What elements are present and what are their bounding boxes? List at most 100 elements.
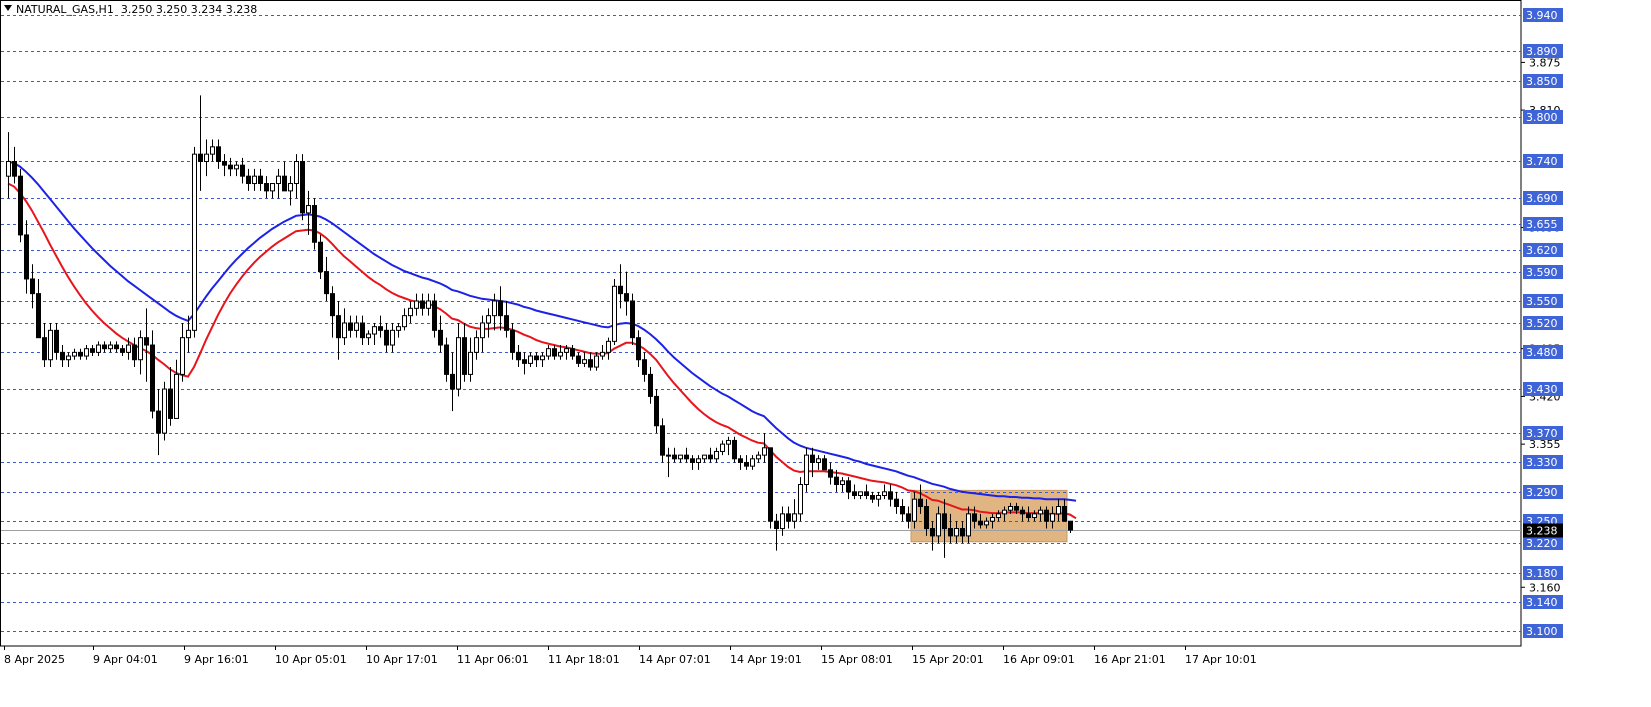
candle — [600, 345, 605, 360]
candle — [738, 455, 743, 470]
x-tick-label: 9 Apr 04:01 — [93, 653, 158, 666]
candle-body — [906, 513, 911, 522]
candle — [102, 341, 107, 353]
level-label: 3.220 — [1526, 537, 1558, 550]
candle — [1044, 506, 1049, 529]
candle-body — [1062, 506, 1067, 522]
candle-body — [900, 506, 905, 515]
x-tick-label: 10 Apr 17:01 — [366, 653, 438, 666]
level-label-box — [1523, 485, 1563, 499]
candle — [66, 352, 71, 368]
candle-body — [1068, 520, 1073, 531]
candle — [1068, 520, 1073, 533]
level-label-box — [1523, 294, 1563, 308]
candle-body — [336, 315, 341, 339]
candle-body — [1044, 509, 1049, 522]
candle — [954, 521, 959, 544]
candle — [828, 462, 833, 485]
candle — [852, 484, 857, 500]
candle — [798, 477, 803, 522]
x-tick-label: 14 Apr 19:01 — [730, 653, 802, 666]
candle — [162, 381, 167, 441]
candle-body — [978, 520, 983, 526]
candle-body — [1032, 513, 1037, 519]
level-label: 3.100 — [1526, 625, 1558, 638]
candle — [486, 308, 491, 338]
x-tick-label: 16 Apr 09:01 — [1003, 653, 1075, 666]
candle — [96, 341, 101, 357]
candle — [462, 323, 467, 382]
candle — [42, 323, 47, 368]
level-label-box — [1523, 345, 1563, 359]
candle — [642, 352, 647, 382]
candle-body — [276, 175, 281, 185]
candle-body — [96, 344, 101, 353]
candle — [744, 455, 749, 470]
candle — [1008, 502, 1013, 514]
candle — [810, 447, 815, 478]
candle-body — [84, 348, 89, 357]
candle — [6, 132, 11, 199]
candle-body — [702, 454, 707, 460]
candle — [1038, 506, 1043, 522]
candle — [612, 278, 617, 346]
candle-body — [186, 329, 191, 339]
candle — [402, 308, 407, 331]
candle-body — [384, 329, 389, 346]
candle — [222, 154, 227, 177]
candle-body — [420, 300, 425, 309]
candle-body — [90, 348, 95, 353]
candle-body — [174, 373, 179, 419]
candle — [714, 447, 719, 463]
level-label-box — [1523, 8, 1563, 22]
candle-body — [552, 348, 557, 357]
level-label-box — [1523, 316, 1563, 330]
candle — [504, 300, 509, 338]
dropdown-triangle-icon[interactable] — [4, 5, 12, 11]
candle — [882, 484, 887, 500]
candle — [618, 264, 623, 309]
level-label-box — [1523, 154, 1563, 168]
candle-body — [324, 271, 329, 295]
candle-body — [204, 153, 209, 162]
candle-body — [624, 293, 629, 302]
candle-body — [840, 480, 845, 486]
x-tick-label: 17 Apr 10:01 — [1185, 653, 1257, 666]
candle — [216, 139, 221, 169]
candle — [696, 455, 701, 470]
candle-body — [234, 164, 239, 170]
candle — [264, 176, 269, 199]
candle — [732, 436, 737, 463]
level-label-box — [1523, 74, 1563, 88]
candle-body — [780, 513, 785, 530]
candle-body — [876, 495, 881, 500]
candle — [126, 337, 131, 360]
candle — [948, 513, 953, 544]
current-price-box — [1523, 523, 1563, 538]
candle-body — [390, 329, 395, 346]
candle — [708, 447, 713, 463]
candle — [534, 352, 539, 368]
candle-body — [162, 388, 167, 434]
candle — [342, 308, 347, 346]
candle-body — [732, 439, 737, 460]
level-label-box — [1523, 44, 1563, 58]
candle-body — [36, 293, 41, 339]
candle — [918, 484, 923, 514]
candle — [234, 161, 239, 177]
candle — [720, 440, 725, 456]
candle — [936, 506, 941, 544]
candle-body — [522, 359, 527, 364]
candle-body — [1020, 509, 1025, 515]
candle — [24, 220, 29, 294]
moving-average-line — [7, 160, 1077, 502]
candle-body — [858, 491, 863, 497]
candle — [360, 315, 365, 346]
candle-body — [510, 329, 515, 353]
candle — [294, 154, 299, 199]
candle-body — [366, 333, 371, 339]
candle — [588, 352, 593, 371]
candle — [510, 323, 515, 360]
candle — [114, 341, 119, 353]
